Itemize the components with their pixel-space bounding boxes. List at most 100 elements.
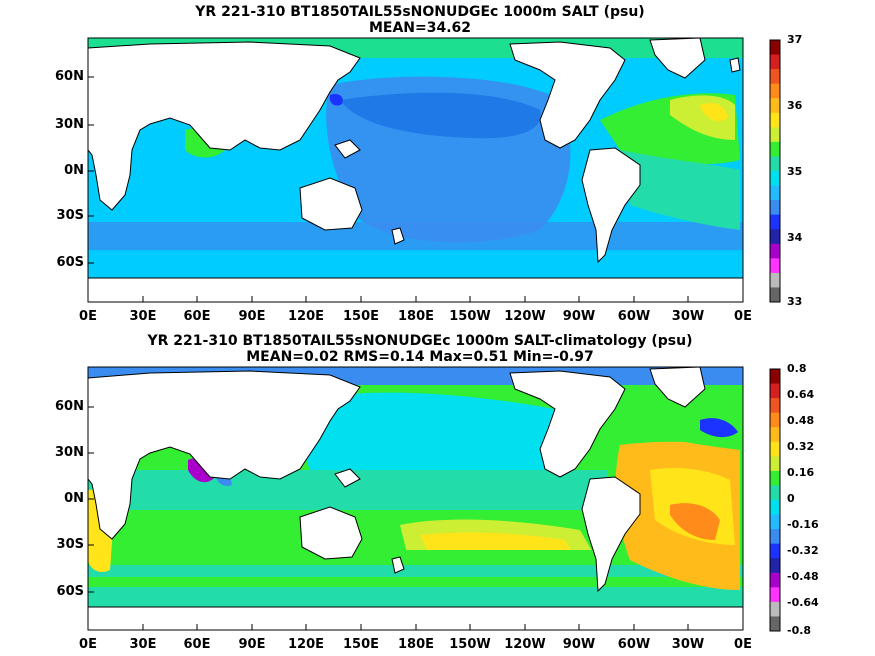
lon-label: 150W bbox=[449, 637, 491, 652]
colorbar-swatch bbox=[770, 485, 780, 501]
lon-label: 60W bbox=[617, 309, 651, 324]
colorbar-1-label: 33 bbox=[787, 295, 803, 308]
colorbar-swatch bbox=[770, 398, 780, 414]
colorbar-1-label: 37 bbox=[787, 33, 803, 46]
colorbar-swatch bbox=[770, 243, 780, 259]
lat-label-0n: 0N bbox=[64, 163, 84, 178]
lon-label: 180E bbox=[397, 309, 435, 324]
lon-label: 90E bbox=[238, 309, 266, 324]
colorbar-swatch bbox=[770, 141, 780, 157]
lon-label: 120W bbox=[504, 637, 546, 652]
colorbar-swatch bbox=[770, 441, 780, 457]
lat-label-60n: 60N bbox=[55, 399, 84, 414]
colorbar-swatch bbox=[770, 258, 780, 274]
colorbar-swatch bbox=[770, 470, 780, 486]
colorbar-swatch bbox=[770, 601, 780, 617]
colorbar-2-label: -0.64 bbox=[787, 596, 819, 609]
colorbar-2-label: -0.32 bbox=[787, 544, 819, 557]
lon-label: 60E bbox=[183, 309, 211, 324]
lon-label: 120W bbox=[504, 309, 546, 324]
colorbar-1-label: 35 bbox=[787, 165, 803, 178]
axis-ticks-1 bbox=[88, 76, 689, 302]
colorbar-swatch bbox=[770, 543, 780, 559]
colorbar-swatch bbox=[770, 383, 780, 399]
colorbar-swatch bbox=[770, 40, 780, 56]
colorbar-swatch bbox=[770, 200, 780, 216]
colorbar-frame bbox=[769, 368, 781, 632]
map-title-1: YR 221-310 BT1850TAIL55sNONUDGEc 1000m S… bbox=[195, 4, 645, 20]
lon-label: 120E bbox=[287, 309, 325, 324]
lon-label: 30W bbox=[671, 637, 705, 652]
colorbar-swatch bbox=[770, 98, 780, 114]
map-title-2: YR 221-310 BT1850TAIL55sNONUDGEc 1000m S… bbox=[147, 333, 693, 349]
colorbar-swatch bbox=[770, 112, 780, 128]
colorbar-2-label: -0.48 bbox=[787, 570, 819, 583]
colorbar-swatch bbox=[770, 171, 780, 187]
lat-label-30n: 30N bbox=[55, 117, 84, 132]
colorbar-swatch bbox=[770, 572, 780, 588]
lat-label-30n: 30N bbox=[55, 445, 84, 460]
colorbar-swatch bbox=[770, 558, 780, 574]
lon-label: 0E bbox=[734, 309, 752, 324]
colorbar-swatch bbox=[770, 616, 780, 632]
colorbar-swatch bbox=[770, 587, 780, 603]
lon-label: 180E bbox=[397, 637, 435, 652]
colorbar-1 bbox=[769, 39, 781, 303]
land-masses-2 bbox=[88, 367, 743, 630]
map-subtitle-2: MEAN=0.02 RMS=0.14 Max=0.51 Min=-0.97 bbox=[246, 349, 594, 365]
lat-label-60n: 60N bbox=[55, 69, 84, 84]
lon-label: 30E bbox=[129, 309, 157, 324]
colorbar-swatch bbox=[770, 369, 780, 385]
lon-label: 90E bbox=[238, 637, 266, 652]
colorbar-2-label: -0.16 bbox=[787, 518, 819, 531]
colorbar-swatch bbox=[770, 287, 780, 303]
colorbar-1-label: 36 bbox=[787, 99, 803, 112]
colorbar-2-label: 0.16 bbox=[787, 466, 815, 479]
colorbar-2-label: -0.8 bbox=[787, 624, 812, 637]
lat-label-60s: 60S bbox=[56, 584, 84, 599]
colorbar-swatch bbox=[770, 127, 780, 143]
colorbar-swatch bbox=[770, 529, 780, 545]
lon-label: 30W bbox=[671, 309, 705, 324]
colorbar-2-label: 0.64 bbox=[787, 388, 815, 401]
colorbar-swatch bbox=[770, 412, 780, 428]
colorbar-2-label: 0 bbox=[787, 492, 795, 505]
colorbar-swatch bbox=[770, 229, 780, 245]
lat-label-30s: 30S bbox=[56, 537, 84, 552]
colorbar-1-label: 34 bbox=[787, 231, 803, 244]
lon-label: 150E bbox=[342, 309, 380, 324]
lat-label-30s: 30S bbox=[56, 208, 84, 223]
lon-label: 90W bbox=[562, 309, 596, 324]
colorbar-2-label: 0.32 bbox=[787, 440, 815, 453]
colorbar-swatch bbox=[770, 272, 780, 288]
colorbar-swatch bbox=[770, 214, 780, 230]
colorbar-swatch bbox=[770, 500, 780, 516]
lat-label-60s: 60S bbox=[56, 255, 84, 270]
colorbar-swatch bbox=[770, 69, 780, 85]
colorbar-2 bbox=[769, 368, 781, 632]
colorbar-swatch bbox=[770, 156, 780, 172]
colorbar-2-label: 0.48 bbox=[787, 414, 815, 427]
colorbar-swatch bbox=[770, 427, 780, 443]
axis-ticks-2 bbox=[88, 406, 689, 630]
colorbar-swatch bbox=[770, 456, 780, 472]
colorbar-2-label: 0.8 bbox=[787, 362, 807, 375]
lon-label: 150W bbox=[449, 309, 491, 324]
lon-label: 150E bbox=[342, 637, 380, 652]
colorbar-frame bbox=[769, 39, 781, 303]
colorbar-swatch bbox=[770, 514, 780, 530]
lon-label: 90W bbox=[562, 637, 596, 652]
lon-label: 60W bbox=[617, 637, 651, 652]
lon-label: 0E bbox=[734, 637, 752, 652]
map-subtitle-1: MEAN=34.62 bbox=[368, 20, 472, 36]
lon-label: 0E bbox=[79, 637, 97, 652]
lon-label: 30E bbox=[129, 637, 157, 652]
colorbar-swatch bbox=[770, 185, 780, 201]
lon-label: 0E bbox=[79, 309, 97, 324]
colorbar-swatch bbox=[770, 54, 780, 70]
lon-label: 60E bbox=[183, 637, 211, 652]
colorbar-swatch bbox=[770, 83, 780, 99]
lon-label: 120E bbox=[287, 637, 325, 652]
lat-label-0n: 0N bbox=[64, 491, 84, 506]
